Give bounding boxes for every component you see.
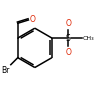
Text: O: O	[30, 15, 36, 24]
Text: CH₃: CH₃	[82, 36, 94, 40]
Text: Br: Br	[1, 66, 9, 75]
Text: S: S	[66, 34, 71, 43]
Text: O: O	[65, 48, 71, 57]
Text: O: O	[65, 19, 71, 28]
